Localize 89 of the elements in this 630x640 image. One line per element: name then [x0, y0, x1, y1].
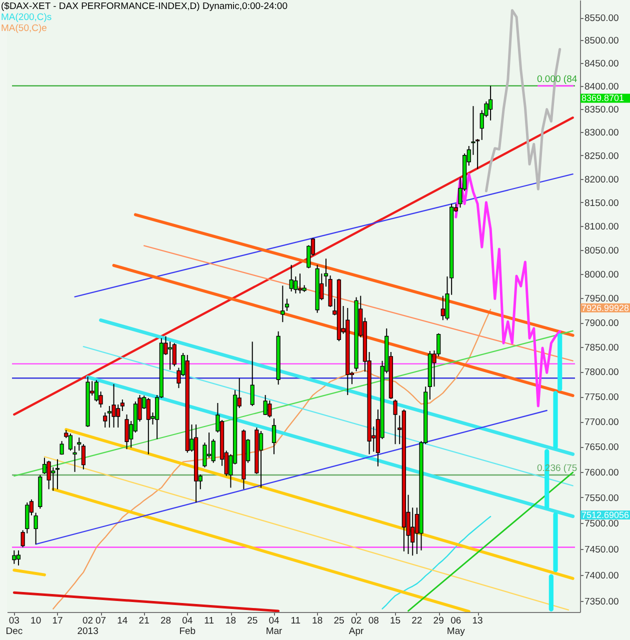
x-tick-label: 10: [30, 616, 42, 626]
x-tick-label: 25: [247, 616, 258, 626]
y-tick-label: 7650.00: [584, 442, 619, 454]
x-tick-label: 04 Feb: [179, 616, 196, 637]
y-tick-label: 7700.00: [584, 417, 619, 428]
x-tick-label: 03 Dec: [6, 616, 23, 637]
x-tick-label: 02 Apr: [348, 616, 364, 637]
x-tick-label: 15: [390, 616, 401, 626]
y-tick-label: 7550.00: [584, 492, 619, 504]
bar: [548, 574, 554, 612]
y-tick-label: 7400.00: [584, 570, 619, 582]
line-series: [454, 172, 562, 408]
y-tick-label: 8100.00: [584, 222, 619, 233]
x-tick-label: 13: [472, 616, 483, 626]
candlestick: [12, 550, 16, 564]
candlestick: [81, 444, 86, 470]
x-tick-label: 11: [290, 616, 301, 626]
text: 8369.8701: [582, 93, 624, 104]
candlestick: [112, 384, 116, 428]
x-tick-label: 17: [52, 616, 63, 626]
y-tick-label: 7800.00: [584, 367, 619, 378]
candlestick: [268, 400, 272, 418]
candlestick: [211, 438, 216, 464]
x-tick-label: 08: [368, 616, 379, 626]
y-tick-label: 7450.00: [584, 544, 619, 556]
candlestick: [34, 512, 38, 545]
x-tick-label: 22: [412, 616, 422, 626]
candlestick: [172, 342, 176, 367]
y-tick-label: 8000.00: [584, 270, 619, 281]
bar: [558, 333, 562, 392]
candlestick: [55, 458, 60, 490]
candlestick: [103, 412, 108, 428]
candlestick: [60, 440, 64, 456]
x-tick-label: 04 Mar: [266, 616, 282, 637]
x-tick-label: 07: [95, 616, 106, 626]
candlestick: [324, 258, 328, 288]
y-tick-label: 7900.00: [584, 318, 619, 330]
y-tick-label: 8150.00: [584, 198, 619, 209]
candlestick: [298, 273, 302, 294]
y-tick-label: 8200.00: [584, 174, 619, 186]
y-tick-label: 8350.00: [584, 104, 619, 116]
y-tick-label: 7950.00: [584, 294, 619, 305]
y-tick-label: 8450.00: [584, 58, 619, 70]
candlestick: [16, 550, 21, 566]
line-series: [52, 308, 492, 610]
x-tick-label: 25: [334, 616, 344, 626]
y-tick-label: 7600.00: [584, 467, 619, 478]
x-tick-label: 21: [138, 616, 150, 626]
text: MA(200,C)s: [1, 12, 52, 23]
y-tick-label: 8550.00: [584, 13, 619, 24]
x-tick-label: 06 May: [446, 616, 466, 637]
candlestick: [77, 437, 82, 452]
annotation: 0.000 (84: [537, 74, 578, 85]
candlestick: [284, 298, 290, 312]
chart-title: ($DAX-XET - DAX PERFORMANCE-INDEX,D) Dynamic,0:00-24:00: [1, 1, 288, 12]
text: 7512.69056: [582, 510, 630, 520]
candlestick: [263, 394, 268, 416]
candlestick: [120, 399, 124, 412]
x-tick-label: 28: [160, 616, 172, 626]
candlestick: [124, 414, 129, 450]
candlestick: [72, 446, 77, 472]
candlestick: [258, 430, 264, 488]
candlestick: [68, 433, 73, 452]
y-tick-label: 7350.00: [584, 596, 619, 608]
x-tick-label: 14: [117, 616, 128, 626]
line-series: [484, 9, 562, 192]
candlestick: [272, 418, 276, 455]
candlestick: [393, 399, 398, 445]
candlestick: [280, 285, 285, 323]
line-series: [382, 516, 492, 610]
bar: [553, 512, 558, 572]
x-tick-label: 11: [204, 616, 214, 626]
y-tick-label: 8400.00: [584, 81, 619, 92]
x-tick-label: 18: [225, 616, 236, 626]
y-tick-label: 8050.00: [584, 246, 619, 257]
text: 7926.99928: [582, 302, 630, 313]
x-tick-label: 29: [433, 616, 444, 626]
y-tick-label: 7850.00: [584, 342, 619, 354]
y-tick-label: 7750.00: [584, 392, 619, 404]
candlestick: [250, 341, 254, 406]
y-tick-label: 8300.00: [584, 128, 619, 139]
y-tick-label: 7500.00: [584, 518, 619, 530]
y-tick-label: 8250.00: [584, 150, 619, 162]
y-tick-label: 8500.00: [584, 36, 619, 47]
candlestick: [46, 460, 51, 490]
text: MA(50,C)e: [1, 23, 47, 34]
bar: [553, 391, 558, 450]
x-tick-label: 18: [312, 616, 323, 626]
candlestick: [289, 264, 294, 292]
